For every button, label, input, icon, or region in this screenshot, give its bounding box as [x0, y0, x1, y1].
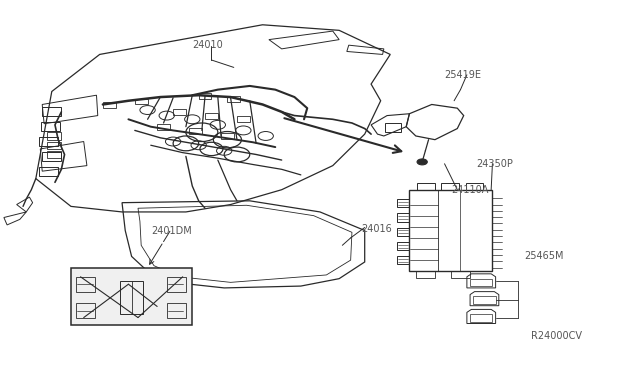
Bar — [103, 102, 116, 108]
Bar — [39, 137, 58, 146]
Text: 24350P: 24350P — [476, 159, 513, 169]
Bar — [41, 122, 60, 131]
Bar — [237, 116, 250, 122]
Bar — [47, 132, 61, 140]
Bar — [410, 190, 492, 271]
Bar — [173, 109, 186, 115]
Text: 24016: 24016 — [362, 224, 392, 234]
Bar — [227, 96, 240, 102]
Bar — [167, 304, 186, 318]
Bar — [221, 133, 234, 139]
Text: R24000CV: R24000CV — [531, 331, 582, 341]
Bar — [205, 113, 218, 119]
Bar — [470, 314, 492, 322]
Text: 25465M: 25465M — [524, 251, 564, 262]
Bar — [157, 125, 170, 131]
Bar — [451, 271, 470, 278]
Bar — [39, 167, 58, 176]
Bar — [167, 277, 186, 292]
Bar — [189, 128, 202, 134]
Text: 24110A: 24110A — [451, 185, 488, 195]
Bar — [416, 271, 435, 278]
Bar — [135, 99, 148, 105]
Bar — [42, 152, 61, 161]
Bar — [385, 123, 401, 132]
Text: 25419E: 25419E — [445, 70, 481, 80]
Bar — [198, 93, 211, 99]
Text: 2401DM: 2401DM — [151, 226, 191, 236]
Bar — [71, 267, 192, 325]
Bar — [470, 279, 492, 286]
Bar — [47, 141, 61, 149]
Bar — [47, 151, 61, 158]
Bar — [42, 108, 61, 116]
Bar — [120, 280, 143, 314]
Bar — [76, 277, 95, 292]
Bar — [473, 296, 495, 304]
Bar — [76, 304, 95, 318]
Text: 24010: 24010 — [192, 40, 223, 50]
Circle shape — [417, 159, 428, 165]
